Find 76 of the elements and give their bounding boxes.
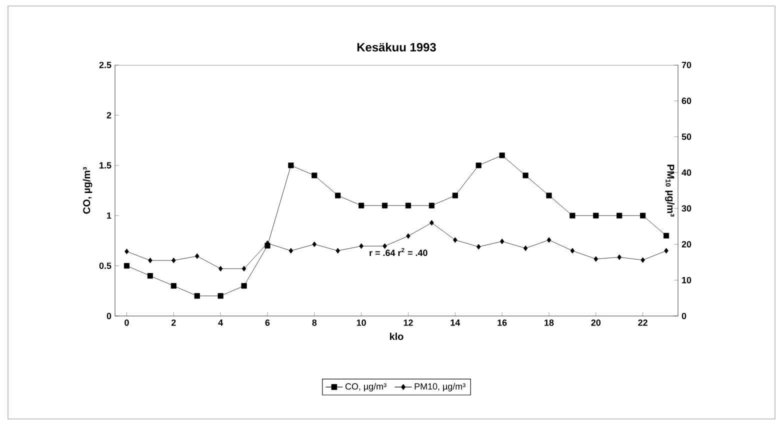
point bbox=[523, 245, 528, 252]
x-tick-label: 14 bbox=[450, 320, 460, 326]
point bbox=[428, 202, 434, 208]
point bbox=[663, 232, 670, 238]
x-tick-label: 18 bbox=[544, 320, 554, 326]
point bbox=[241, 283, 247, 289]
point bbox=[500, 238, 504, 244]
x-tick-label: 22 bbox=[638, 320, 648, 326]
point bbox=[218, 266, 223, 272]
point bbox=[358, 202, 364, 208]
y2-tick-label: 60 bbox=[682, 98, 692, 104]
point bbox=[476, 244, 481, 250]
point bbox=[546, 237, 552, 243]
point bbox=[570, 248, 575, 254]
point bbox=[382, 202, 388, 208]
point bbox=[616, 212, 622, 218]
point bbox=[218, 293, 224, 299]
point bbox=[194, 253, 200, 259]
y2-tick-label: 40 bbox=[682, 169, 692, 176]
point bbox=[194, 293, 200, 299]
annotation: r = .64 r$^{2}$ = .40 bbox=[370, 248, 428, 256]
x-axis-title: klo bbox=[390, 332, 404, 340]
point bbox=[382, 243, 387, 249]
point bbox=[570, 212, 576, 218]
y-tick-label: 2 bbox=[106, 112, 112, 118]
y2-tick-label: 30 bbox=[682, 205, 692, 212]
point bbox=[312, 241, 317, 248]
y-tick-label: 0.5 bbox=[99, 262, 112, 269]
x-tick-label: 0 bbox=[124, 320, 129, 326]
point bbox=[640, 257, 645, 263]
x-tick-label: 4 bbox=[218, 320, 224, 326]
point bbox=[546, 192, 552, 198]
point bbox=[312, 172, 318, 178]
x-tick-label: 6 bbox=[265, 320, 270, 326]
x-tick-label: 12 bbox=[404, 320, 413, 326]
point bbox=[288, 162, 294, 168]
y-tick-label: 1 bbox=[107, 212, 112, 219]
point bbox=[124, 263, 130, 269]
x-tick-label: 2 bbox=[171, 320, 176, 326]
point bbox=[453, 237, 458, 243]
point bbox=[476, 162, 482, 168]
y-tick-label: 0 bbox=[106, 312, 112, 320]
x-tick-label: 20 bbox=[591, 320, 601, 326]
point bbox=[640, 212, 646, 218]
point bbox=[594, 256, 598, 262]
x-tick-label: 16 bbox=[498, 320, 507, 326]
x-tick-label: 10 bbox=[356, 320, 366, 326]
y-axis-title: CO, µg/m³ bbox=[82, 167, 92, 214]
point bbox=[124, 248, 129, 254]
chart-title: Kesäkuu 1993 bbox=[357, 42, 436, 52]
point bbox=[593, 212, 599, 218]
point bbox=[172, 258, 176, 264]
point bbox=[288, 248, 294, 254]
point bbox=[406, 233, 410, 239]
y2-tick-label: 10 bbox=[682, 276, 692, 284]
point bbox=[359, 243, 364, 249]
point bbox=[335, 192, 341, 198]
y2-tick-label: 70 bbox=[682, 62, 692, 68]
point bbox=[499, 152, 505, 158]
legend-label: PM10, µg/m³ bbox=[414, 383, 466, 392]
point bbox=[522, 172, 528, 178]
y-tick-label: 1.5 bbox=[100, 162, 112, 169]
point bbox=[242, 266, 246, 272]
y2-axis-title: PM$_{10}$ µg/m³ bbox=[665, 164, 674, 217]
point bbox=[148, 258, 152, 264]
point bbox=[405, 202, 412, 208]
y2-tick-label: 20 bbox=[682, 241, 692, 248]
point bbox=[170, 283, 176, 289]
point bbox=[617, 254, 622, 260]
y2-tick-label: 0 bbox=[682, 312, 686, 320]
y-tick-label: 2.5 bbox=[99, 62, 112, 68]
point bbox=[452, 192, 458, 198]
y2-tick-label: 50 bbox=[682, 134, 692, 140]
legend-label: CO, µg/m³ bbox=[345, 383, 386, 392]
point bbox=[147, 273, 153, 279]
x-tick-label: 8 bbox=[312, 320, 317, 326]
